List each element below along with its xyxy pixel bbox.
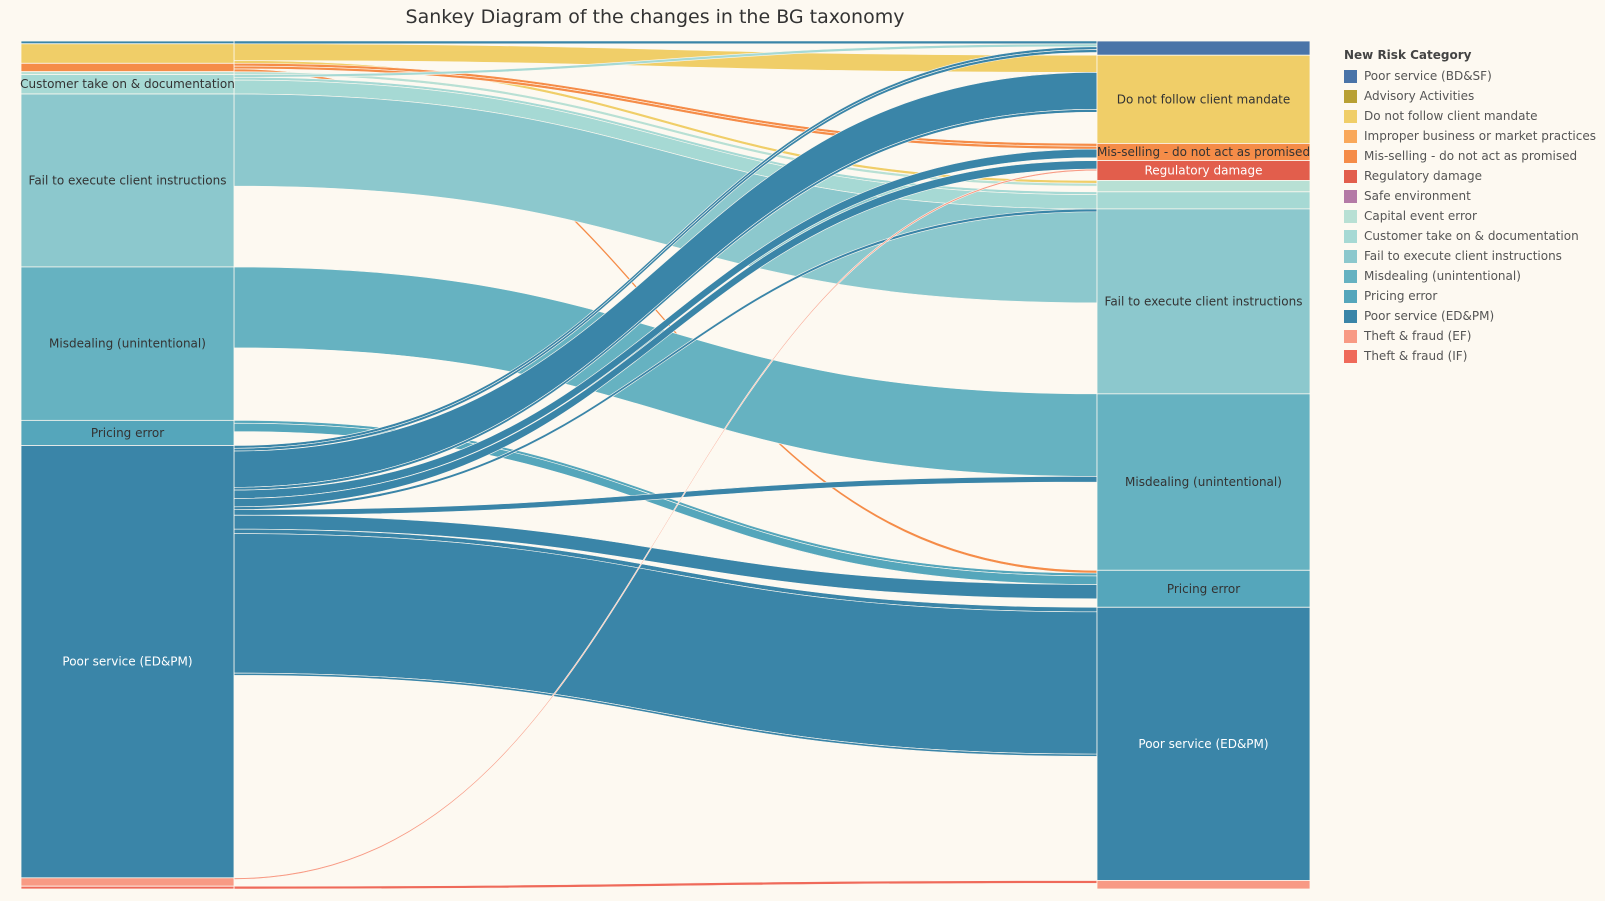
new-category-node bbox=[1096, 180, 1311, 193]
legend-items: Poor service (BD&SF) Advisory Activities D… bbox=[1344, 66, 1604, 366]
legend-label: Capital event error bbox=[1364, 209, 1477, 223]
legend-swatch bbox=[1344, 309, 1357, 323]
legend-swatch bbox=[1344, 349, 1357, 363]
old-category-node bbox=[20, 266, 235, 421]
legend-label: Improper business or market practices bbox=[1364, 129, 1596, 143]
legend-swatch bbox=[1344, 189, 1357, 203]
legend-label: Advisory Activities bbox=[1364, 89, 1475, 103]
legend-item: Regulatory damage bbox=[1344, 166, 1604, 186]
legend-label: Poor service (BD&SF) bbox=[1364, 69, 1492, 83]
old-category-node bbox=[20, 877, 235, 887]
new-category-node bbox=[1096, 191, 1311, 210]
legend-item: Do not follow client mandate bbox=[1344, 106, 1604, 126]
old-category-node bbox=[20, 885, 235, 890]
new-category-node bbox=[1096, 393, 1311, 571]
legend-label: Do not follow client mandate bbox=[1364, 109, 1538, 123]
legend-label: Poor service (ED&PM) bbox=[1364, 309, 1495, 323]
old-category-node bbox=[20, 71, 235, 75]
legend-item: Poor service (BD&SF) bbox=[1344, 66, 1604, 86]
old-category-node bbox=[20, 40, 235, 45]
flow-link bbox=[233, 880, 1098, 890]
legend-item: Theft & fraud (EF) bbox=[1344, 326, 1604, 346]
legend-item: Pricing error bbox=[1344, 286, 1604, 306]
legend-title: New Risk Category bbox=[1344, 48, 1472, 62]
legend-swatch bbox=[1344, 229, 1357, 243]
legend-swatch bbox=[1344, 109, 1357, 123]
new-category-column: Do not follow client mandate Mis-selling … bbox=[1096, 40, 1311, 890]
new-category-node-label: Pricing error bbox=[1167, 582, 1240, 596]
legend-swatch bbox=[1344, 269, 1357, 283]
legend-label: Pricing error bbox=[1364, 289, 1438, 303]
legend-label: Mis-selling - do not act as promised bbox=[1364, 149, 1578, 163]
legend-swatch bbox=[1344, 209, 1357, 223]
legend-item: Safe environment bbox=[1344, 186, 1604, 206]
new-category-node-label: Poor service (ED&PM) bbox=[1138, 737, 1268, 751]
legend-label: Fail to execute client instructions bbox=[1364, 249, 1562, 263]
old-category-node-label: Fail to execute client instructions bbox=[29, 173, 227, 187]
legend-label: Safe environment bbox=[1364, 189, 1471, 203]
old-category-node-label: Pricing error bbox=[91, 426, 164, 440]
legend-label: Theft & fraud (EF) bbox=[1364, 329, 1472, 343]
new-category-node-label: Regulatory damage bbox=[1144, 163, 1262, 177]
old-category-node bbox=[20, 62, 235, 73]
legend: New Risk Category Poor service (BD&SF) Ad… bbox=[1344, 48, 1604, 366]
legend-item: Advisory Activities bbox=[1344, 86, 1604, 106]
legend-swatch bbox=[1344, 149, 1357, 163]
legend-swatch bbox=[1344, 289, 1357, 303]
legend-label: Theft & fraud (IF) bbox=[1364, 349, 1468, 363]
new-category-node-label: Do not follow client mandate bbox=[1117, 92, 1291, 106]
new-category-node bbox=[1096, 40, 1311, 56]
legend-label: Misdealing (unintentional) bbox=[1364, 269, 1521, 283]
legend-item: Improper business or market practices bbox=[1344, 126, 1604, 146]
legend-swatch bbox=[1344, 69, 1357, 83]
new-category-node bbox=[1096, 606, 1311, 881]
new-category-node bbox=[1096, 54, 1311, 144]
legend-label: Customer take on & documentation bbox=[1364, 229, 1579, 243]
new-category-node bbox=[1096, 880, 1311, 890]
new-category-node-label: Fail to execute client instructions bbox=[1105, 294, 1303, 308]
legend-item: Misdealing (unintentional) bbox=[1344, 266, 1604, 286]
legend-item: Capital event error bbox=[1344, 206, 1604, 226]
old-category-node bbox=[20, 43, 235, 64]
flow-links bbox=[233, 40, 1098, 890]
old-category-node-label: Misdealing (unintentional) bbox=[49, 337, 206, 351]
legend-item: Customer take on & documentation bbox=[1344, 226, 1604, 246]
old-category-node-label: Customer take on & documentation bbox=[20, 77, 235, 91]
legend-swatch bbox=[1344, 169, 1357, 183]
flow-link bbox=[233, 40, 1098, 45]
old-category-node bbox=[20, 93, 235, 268]
legend-item: Fail to execute client instructions bbox=[1344, 246, 1604, 266]
legend-item: Mis-selling - do not act as promised bbox=[1344, 146, 1604, 166]
new-category-node-label: Mis-selling - do not act as promised bbox=[1097, 145, 1310, 159]
flow-link bbox=[233, 533, 1098, 755]
legend-item: Theft & fraud (IF) bbox=[1344, 346, 1604, 366]
legend-item: Poor service (ED&PM) bbox=[1344, 306, 1604, 326]
new-category-node-label: Misdealing (unintentional) bbox=[1125, 475, 1282, 489]
legend-label: Regulatory damage bbox=[1364, 169, 1483, 183]
old-category-node bbox=[20, 445, 235, 879]
new-category-node bbox=[1096, 208, 1311, 395]
old-category-column: Customer take on & documentation Fail to … bbox=[20, 40, 235, 890]
legend-swatch bbox=[1344, 249, 1357, 263]
old-category-node-label: Poor service (ED&PM) bbox=[62, 655, 192, 669]
chart-title: Sankey Diagram of the changes in the BG … bbox=[405, 6, 905, 28]
old-category-node bbox=[20, 419, 235, 446]
legend-swatch bbox=[1344, 89, 1357, 103]
legend-swatch bbox=[1344, 329, 1357, 343]
legend-swatch bbox=[1344, 129, 1357, 143]
